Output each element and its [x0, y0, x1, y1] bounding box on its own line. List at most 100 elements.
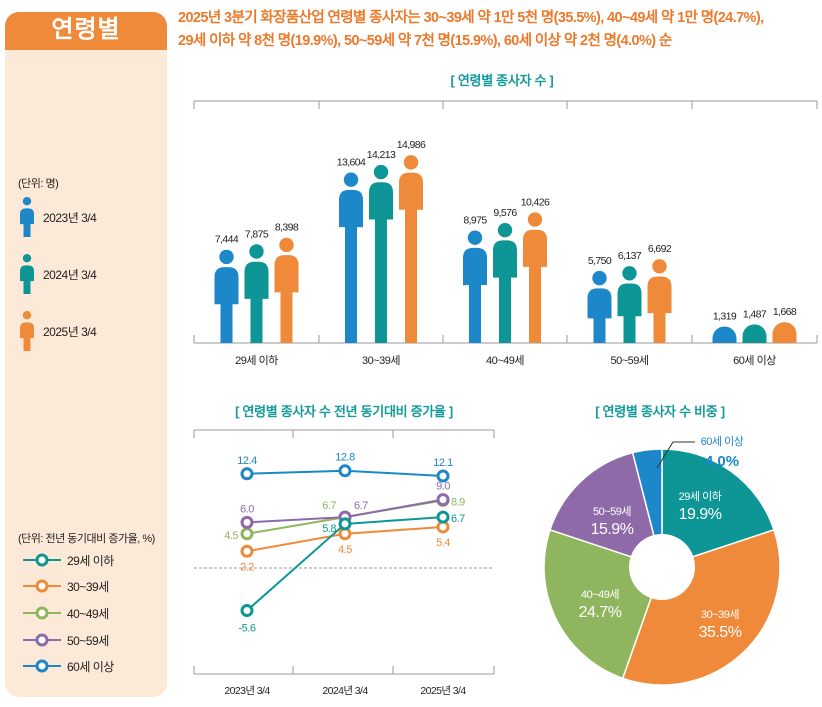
- bar-person: [587, 270, 612, 343]
- bar-category-label: 29세 이하: [235, 353, 278, 367]
- bar-value-label: 10,426: [521, 196, 550, 208]
- bar-legend-label: 2025년 3/4: [43, 324, 97, 339]
- bar-value-label: 8,398: [275, 222, 299, 234]
- pie-slice-value: 35.5%: [699, 624, 742, 641]
- pie-slice-value: 15.9%: [591, 521, 634, 538]
- legend-marker: [35, 659, 49, 673]
- series-value-label: 5.8: [322, 523, 336, 535]
- donut-hole: [629, 534, 695, 600]
- panel-title: 연령별: [5, 12, 167, 50]
- pie-chart: 29세 이하 19.9% 30~39세 35.5% 40~49세 24.7% 50~59세 1…: [543, 435, 781, 686]
- series-marker: [240, 527, 254, 541]
- series-marker: [338, 517, 352, 531]
- line-marker-icon: [23, 633, 61, 647]
- pie-slice-label: 50~59세: [593, 505, 631, 518]
- pie-slice-value: 19.9%: [679, 506, 722, 523]
- series-marker: [240, 467, 254, 481]
- pie-slice-label: 40~49세: [581, 588, 619, 601]
- person-icon: [20, 254, 34, 294]
- bar-category-label: 50~59세: [610, 354, 648, 367]
- person-icon: [20, 311, 34, 351]
- line-legend-item-30s: 30~39세: [23, 578, 109, 594]
- bar-person: [463, 230, 487, 343]
- line-legend-label: 60세 이상: [67, 659, 114, 674]
- line-chart-title: [ 연령별 종사자 수 전년 동기대비 증가율 ]: [235, 404, 453, 419]
- bar-legend-label: 2023년 3/4: [43, 210, 97, 225]
- series-value-label: 6.0: [240, 503, 254, 515]
- bar-person: [617, 266, 642, 343]
- bar-chart: 29세 이하7,444 7,8758,39830~39세13,60414,2131…: [193, 100, 818, 367]
- bar-person: [772, 322, 797, 343]
- series-value-label: 9.0: [436, 481, 450, 493]
- bar-category-label: 60세 이상: [733, 354, 776, 367]
- line-legend-label: 50~59세: [67, 633, 109, 648]
- line-legend-label: 29세 이하: [67, 553, 114, 568]
- bar-value-label: 1,668: [773, 306, 797, 318]
- bar-person: [523, 212, 547, 343]
- bar-legend-item-2025: 2025년 3/4: [19, 311, 97, 351]
- bar-person: [493, 222, 517, 343]
- bar-value-label: 5,750: [588, 255, 612, 267]
- bar-person: [214, 249, 239, 343]
- series-value-label: 4.5: [224, 530, 238, 542]
- bar-value-label: 6,137: [618, 250, 642, 262]
- bar-person: [274, 237, 299, 343]
- bar-value-label: 13,604: [337, 156, 366, 168]
- line-marker-icon: [23, 606, 61, 620]
- line-chart: 2023년 3/4 2024년 3/4 2025년 3/4 2.2 4.5 5.4 4.5 6…: [193, 429, 495, 697]
- series-value-label: 12.8: [335, 452, 355, 464]
- legend-marker: [35, 606, 49, 620]
- line-marker-icon: [23, 579, 61, 593]
- pie-callout-line: [656, 441, 695, 469]
- line-marker-icon: [23, 553, 61, 567]
- bar-value-label: 14,213: [367, 149, 396, 161]
- bar-legend-item-2023: 2023년 3/4: [19, 197, 97, 237]
- pie-callout-label: 60세 이상: [701, 435, 744, 448]
- line-marker-icon: [23, 659, 61, 673]
- bar-value-label: 9,576: [493, 207, 517, 219]
- series-value-label: -5.6: [239, 623, 256, 635]
- person-icon: [20, 197, 34, 237]
- series-marker: [436, 510, 450, 524]
- series-marker: [338, 464, 352, 478]
- series-value-label: 6.7: [354, 500, 368, 512]
- headline: 2025년 3분기 화장품산업 연령별 종사자는 30~39세 약 1만 5천 …: [178, 7, 818, 53]
- series-marker: [240, 544, 254, 558]
- line-legend-label: 40~49세: [67, 606, 109, 621]
- bar-value-label: 1,487: [743, 308, 767, 320]
- bar-person: [712, 326, 737, 343]
- bar-legend-label: 2024년 3/4: [43, 267, 97, 282]
- bar-value-label: 7,875: [245, 228, 269, 240]
- pie-slice-label: 30~39세: [701, 608, 739, 621]
- pie-callout-value: 4.0%: [705, 453, 739, 470]
- series-value-label: 8.9: [451, 496, 465, 508]
- person-shape: [20, 254, 34, 294]
- bar-person: [339, 172, 363, 343]
- pie-chart-title: [ 연령별 종사자 수 비중 ]: [595, 404, 725, 419]
- line-legend-item-50s: 50~59세: [23, 632, 109, 648]
- series-value-label: 4.5: [338, 544, 352, 556]
- legend-marker: [35, 553, 49, 567]
- bar-person: [647, 259, 672, 343]
- line-legend-label: 30~39세: [67, 579, 109, 594]
- person-shape: [20, 197, 34, 237]
- series-marker: [436, 493, 450, 507]
- bar-value-label: 14,986: [397, 139, 426, 151]
- pie-slice: [549, 451, 664, 569]
- series-marker: [436, 469, 450, 483]
- pie-slice-label: 29세 이하: [679, 489, 722, 503]
- legend-marker: [35, 579, 49, 593]
- series-value-label: 5.4: [436, 537, 450, 549]
- headline-line-1: 2025년 3분기 화장품산업 연령별 종사자는 30~39세 약 1만 5천 …: [178, 10, 764, 26]
- series-value-label: 12.4: [237, 455, 257, 467]
- bar-person: [369, 164, 393, 343]
- bar-category-label: 40~49세: [486, 354, 524, 367]
- bar-value-label: 8,975: [463, 215, 487, 227]
- bar-category-label: 30~39세: [362, 354, 400, 367]
- series-value-label: 6.7: [322, 500, 336, 512]
- bar-value-label: 7,444: [215, 234, 239, 246]
- headline-line-2: 29세 이하 약 8천 명(19.9%), 50~59세 약 7천 명(15.9…: [178, 33, 672, 49]
- line-x-label: 2024년 3/4: [322, 685, 368, 697]
- line-x-label: 2025년 3/4: [420, 685, 466, 697]
